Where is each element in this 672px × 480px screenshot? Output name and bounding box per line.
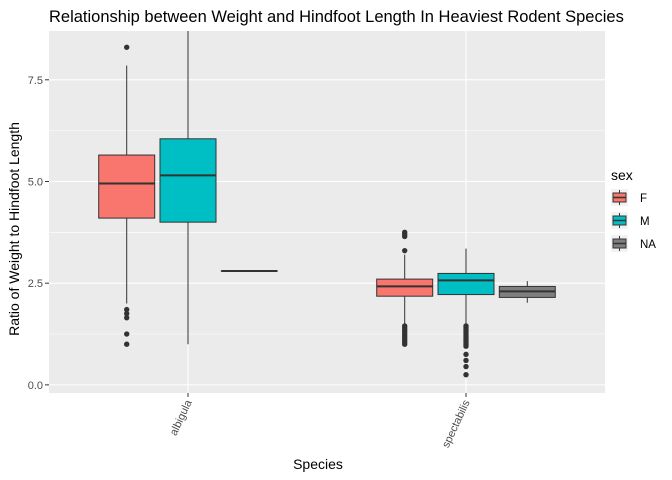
boxplot-spectabilis-M — [437, 248, 495, 378]
legend-label: F — [640, 193, 647, 205]
outlier-point — [463, 363, 469, 370]
chart-title: Relationship between Weight and Hindfoot… — [49, 8, 624, 26]
outlier-point — [124, 315, 130, 321]
outlier-point — [402, 247, 408, 254]
boxplot-albigula-M — [159, 31, 217, 345]
legend: sex FM NA — [611, 167, 656, 252]
outlier-point — [124, 341, 130, 347]
boxplot-albigula-F — [98, 44, 156, 347]
outlier-point — [463, 343, 469, 349]
legend-title: sex — [611, 167, 633, 183]
x-tick-label: spectabilis — [440, 398, 473, 450]
y-tick-label: 2.5 — [28, 278, 43, 290]
y-axis-title: Ratio of Weight to Hindfoot Length — [6, 122, 22, 336]
y-tick-label: 0.0 — [28, 380, 43, 392]
box — [98, 154, 156, 219]
outlier-point — [463, 351, 469, 358]
y-tick-label: 7.5 — [28, 75, 43, 87]
box — [376, 278, 434, 297]
box — [437, 272, 495, 296]
legend-label: M — [640, 216, 650, 228]
outlier-point — [463, 371, 469, 378]
outlier-point — [402, 341, 408, 347]
legend-label: NA — [640, 239, 656, 251]
y-tick-label: 5.0 — [28, 176, 43, 188]
box — [159, 138, 217, 223]
outlier-point — [124, 310, 130, 317]
y-axis: 0.0 2.5 5.0 7.5 — [28, 75, 49, 392]
outlier-point — [402, 233, 408, 240]
x-axis-title: Species — [293, 456, 343, 472]
boxplot-spectabilis-F — [376, 229, 434, 347]
legend-item-F: F — [611, 189, 647, 206]
outlier-point — [124, 306, 130, 313]
outlier-point — [124, 331, 130, 337]
boxplot-spectabilis-NA — [498, 281, 556, 303]
x-tick-label: albigula — [168, 397, 195, 437]
outlier-point — [463, 357, 469, 364]
outlier-point — [124, 44, 130, 50]
legend-item-M: M — [611, 212, 650, 229]
x-axis: albigula spectabilis — [168, 393, 473, 450]
legend-item-NA: NA — [611, 235, 656, 252]
boxplots — [98, 31, 556, 378]
